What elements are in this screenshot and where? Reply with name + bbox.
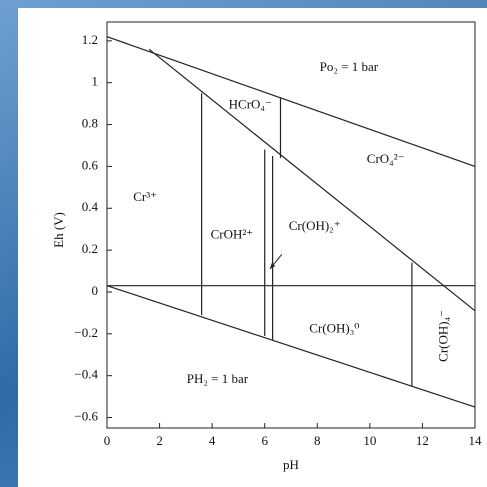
region-label: CrOH²⁺ bbox=[211, 226, 254, 241]
x-tick-label: 10 bbox=[363, 433, 376, 448]
x-tick-label: 4 bbox=[209, 433, 216, 448]
y-tick-label: 1.2 bbox=[82, 32, 98, 47]
region-label: HCrO₄⁻ bbox=[229, 97, 272, 112]
x-tick-label: 2 bbox=[156, 433, 163, 448]
region-label: Cr(OH)₄⁻ bbox=[436, 310, 451, 362]
y-tick-label: 0.8 bbox=[82, 116, 98, 131]
region-label: Po₂ = 1 bar bbox=[320, 59, 379, 74]
x-tick-label: 12 bbox=[416, 433, 429, 448]
y-tick-label: 0 bbox=[92, 283, 99, 298]
region-label: Cr(OH)₃⁰ bbox=[309, 321, 359, 336]
x-tick-label: 6 bbox=[261, 433, 268, 448]
region-label: CrO₄²⁻ bbox=[367, 151, 405, 166]
y-tick-label: −0.2 bbox=[74, 325, 98, 340]
y-tick-label: −0.4 bbox=[74, 367, 98, 382]
x-axis-title: pH bbox=[283, 457, 299, 472]
y-tick-label: −0.6 bbox=[74, 409, 98, 424]
x-tick-label: 8 bbox=[314, 433, 321, 448]
y-axis-title: Eh (V) bbox=[51, 212, 66, 248]
region-label: Cr³⁺ bbox=[133, 189, 157, 204]
boundary-line bbox=[148, 48, 476, 312]
y-tick-label: 0.4 bbox=[82, 199, 99, 214]
region-label: Cr(OH)₂⁺ bbox=[289, 218, 341, 233]
arrow-head bbox=[269, 263, 276, 269]
x-tick-label: 0 bbox=[104, 433, 111, 448]
y-tick-label: 1 bbox=[92, 74, 99, 89]
y-tick-label: 0.2 bbox=[82, 241, 98, 256]
boundary-line bbox=[106, 36, 476, 167]
y-tick-label: 0.6 bbox=[82, 157, 99, 172]
plot-frame bbox=[106, 21, 476, 429]
x-tick-label: 14 bbox=[469, 433, 483, 448]
boundary-line bbox=[106, 285, 476, 408]
region-label: PH₂ = 1 bar bbox=[187, 371, 249, 386]
